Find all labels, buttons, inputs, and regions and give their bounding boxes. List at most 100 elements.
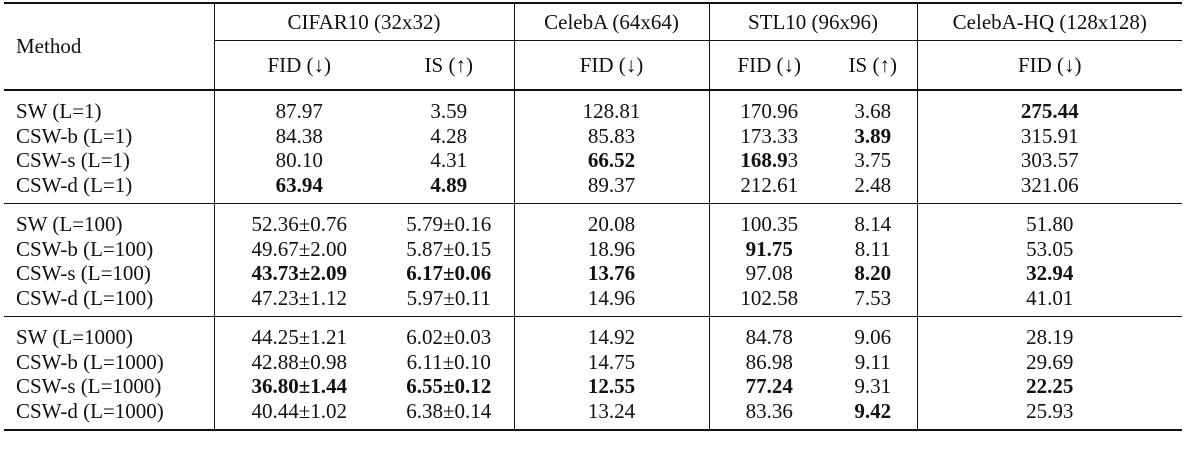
value-cell-stl10-fid: 86.98 [708, 349, 829, 374]
value-cell-stl10-fid: 170.96 [708, 90, 829, 124]
value-cell-stl10-is: 3.75 [829, 148, 917, 173]
value-cell-stl10-is: 9.42 [829, 399, 917, 431]
value: 80.10 [275, 148, 323, 173]
value: 85.83 [587, 123, 636, 148]
table-body: SW (L=1) 87.97 3.59 128.81 170.96 3.68 275.44 C… [4, 90, 1183, 431]
results-table: Method CIFAR10 (32x32) CelebA (64x64) ST… [4, 2, 1183, 431]
table-row: CSW-d (L=1000) 40.44±1.02 6.38±0.14 13.24 83… [4, 398, 1183, 431]
value: 83.36 [745, 398, 793, 423]
value-cell-cifar10-fid: 40.44±1.02 [213, 398, 384, 430]
value-cell-stl10-is: 8.14 [829, 204, 917, 237]
value-cell-cifar10-is: 4.89 [384, 173, 514, 204]
value-cell-stl10-is: 3.89 [829, 124, 917, 149]
value-cell-stl10-is: 3.68 [829, 90, 917, 124]
value: 52.36±0.76 [251, 212, 348, 237]
value-cell-stl10-fid: 100.35 [708, 203, 829, 237]
value-cell-cifar10-fid: 36.80±1.44 [213, 374, 384, 399]
header-group-cifar10: CIFAR10 (32x32) [213, 3, 514, 41]
value: 4.28 [430, 123, 468, 148]
best-value: 275.44 [1020, 99, 1079, 124]
value: 18.96 [587, 236, 636, 261]
method-cell: SW (L=1) [16, 99, 102, 124]
value-cell-celeba-fid: 14.96 [513, 285, 709, 317]
value: 9.31 [854, 374, 892, 399]
method-cell: CSW-b (L=100) [16, 236, 154, 261]
best-value: 66.52 [587, 148, 636, 173]
value-cell-celeba-fid: 18.96 [513, 236, 709, 261]
value-cell-cifar10-is: 4.28 [384, 124, 514, 149]
value-cell-celebahq-fid: 53.05 [916, 236, 1183, 261]
value: 6.02±0.03 [406, 325, 492, 350]
best-value: 9.42 [854, 398, 892, 423]
method-cell: CSW-s (L=100) [16, 261, 151, 286]
best-value: 43.73±2.09 [251, 261, 348, 286]
value-cell-cifar10-fid: 42.88±0.98 [213, 349, 384, 374]
value: 9.06 [854, 325, 892, 350]
method-cell: CSW-b (L=1000) [16, 349, 164, 374]
value-cell-stl10-fid: 173.33 [708, 123, 829, 148]
value: 29.69 [1026, 349, 1074, 374]
value: 40.44±1.02 [251, 398, 348, 423]
value: 20.08 [587, 212, 636, 237]
value: 49.67±2.00 [251, 236, 348, 261]
best-value: 32.94 [1026, 261, 1074, 286]
value: 14.92 [587, 325, 636, 350]
value: 170.96 [740, 99, 799, 124]
value-cell-celebahq-fid: 29.69 [916, 349, 1183, 374]
best-value: 36.80±1.44 [251, 374, 348, 399]
value-cell-celeba-fid: 85.83 [513, 123, 709, 148]
value: 3.68 [854, 99, 892, 124]
value-cell-celeba-fid: 13.24 [513, 398, 709, 430]
value-cell-celebahq-fid: 28.19 [916, 316, 1183, 350]
value: 84.78 [745, 325, 793, 350]
best-value: 91.75 [745, 236, 793, 261]
method-cell: CSW-d (L=1000) [16, 398, 164, 423]
value: 97.08 [745, 261, 793, 286]
value: 8.14 [854, 212, 892, 237]
value-cell-celebahq-fid: 41.01 [916, 285, 1183, 317]
value: 14.96 [587, 285, 636, 310]
value: 173.33 [740, 123, 799, 148]
value-cell-stl10-is: 2.48 [829, 173, 917, 204]
value-cell-cifar10-is: 6.38±0.14 [384, 399, 514, 431]
best-value: 6.17±0.06 [406, 261, 492, 286]
table-row: CSW-b (L=1) 84.38 4.28 85.83 173.33 3.89 315.9… [4, 123, 1183, 149]
value-cell-celeba-fid: 20.08 [513, 203, 709, 237]
value-cell-cifar10-is: 5.79±0.16 [384, 204, 514, 237]
value-cell-celebahq-fid: 315.91 [916, 123, 1183, 148]
value-cell-cifar10-fid: 80.10 [213, 148, 384, 173]
value: 102.58 [740, 285, 799, 310]
best-value: 4.89 [430, 172, 468, 197]
value: 6.11±0.10 [406, 349, 491, 374]
value-cell-cifar10-is: 6.11±0.10 [384, 350, 514, 375]
value: 212.61 [740, 172, 799, 197]
value-cell-cifar10-fid: 49.67±2.00 [213, 236, 384, 261]
value: 3.59 [430, 99, 468, 124]
best-value: 13.76 [587, 261, 636, 286]
value-cell-celeba-fid: 12.55 [513, 374, 709, 399]
header-metric-cifar10-fid: FID (↓) [213, 40, 384, 90]
header-method: Method [16, 34, 82, 58]
header-metric-celeba-fid: FID (↓) [513, 40, 709, 90]
value: 47.23±1.12 [251, 285, 348, 310]
value-cell-cifar10-fid: 52.36±0.76 [213, 203, 384, 237]
table-header: Method CIFAR10 (32x32) CelebA (64x64) ST… [4, 3, 1183, 90]
value: 2.48 [854, 172, 892, 197]
value: 128.81 [582, 99, 641, 124]
value: 89.37 [587, 172, 636, 197]
value-cell-cifar10-is: 6.17±0.06 [384, 261, 514, 286]
best-value: 6.55±0.12 [406, 374, 492, 399]
value: 5.79±0.16 [406, 212, 492, 237]
best-value: 12.55 [587, 374, 636, 399]
method-cell: SW (L=100) [16, 212, 123, 237]
value: 5.97±0.11 [406, 285, 491, 310]
value-cell-cifar10-is: 4.31 [384, 148, 514, 173]
value: 25.93 [1026, 398, 1074, 423]
value-cell-cifar10-fid: 84.38 [213, 123, 384, 148]
value: 7.53 [854, 285, 892, 310]
header-metric-cifar10-is: IS (↑) [424, 52, 473, 77]
value-cell-celeba-fid: 14.92 [513, 316, 709, 350]
value: 3.75 [854, 148, 892, 173]
table-row: CSW-d (L=1) 63.94 4.89 89.37 212.61 2.48 321.0… [4, 172, 1183, 204]
